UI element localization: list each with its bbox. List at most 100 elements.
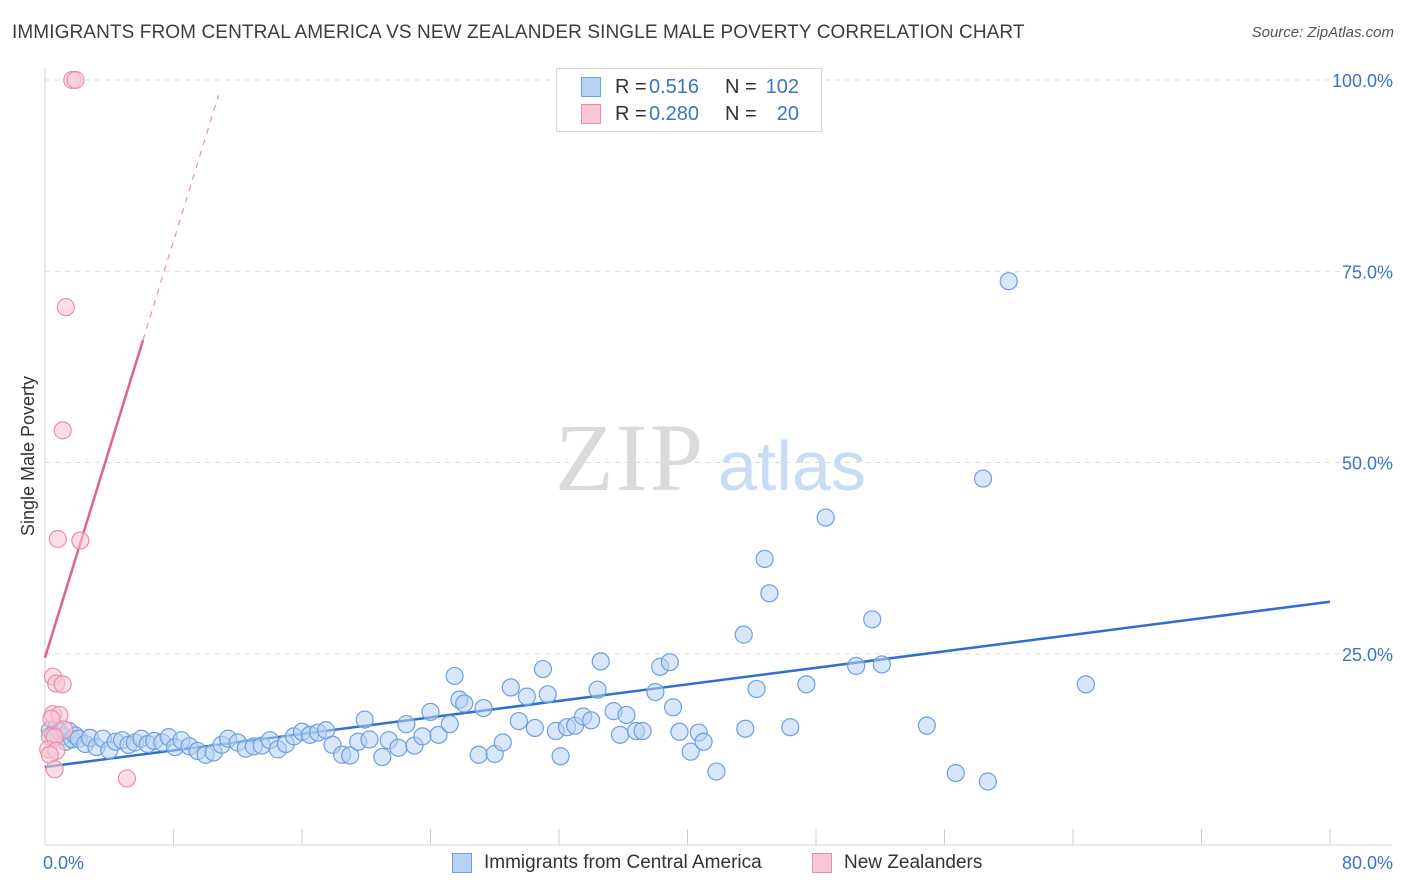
- legend-r-value: 0.280: [649, 102, 700, 125]
- y-tick-label: 50.0%: [1342, 454, 1393, 474]
- legend-n-label: N =: [725, 102, 757, 125]
- data-point-central-america: [389, 738, 408, 757]
- source-value[interactable]: ZipAtlas.com: [1307, 24, 1394, 41]
- trend-line-new-zealanders: [43, 339, 145, 658]
- legend-row-new-zealanders: R = 0.280 N = 20: [581, 102, 799, 126]
- watermark-atlas: atlas: [718, 427, 866, 505]
- data-point-new-zealanders: [45, 760, 64, 779]
- data-point-central-america: [707, 762, 726, 781]
- data-point-central-america: [872, 655, 891, 674]
- data-point-central-america: [469, 745, 488, 764]
- data-point-central-america: [455, 694, 474, 713]
- data-point-central-america: [538, 685, 557, 704]
- legend-row-central-america: R = 0.516 N = 102: [581, 75, 799, 99]
- legend-swatch-pink: [581, 104, 601, 124]
- data-points: [39, 70, 1095, 791]
- data-point-central-america: [588, 680, 607, 699]
- data-point-new-zealanders: [117, 769, 137, 788]
- data-point-new-zealanders: [56, 298, 75, 317]
- data-point-central-america: [973, 469, 993, 488]
- data-point-central-america: [797, 675, 816, 694]
- y-tick-label: 75.0%: [1342, 262, 1393, 282]
- gridlines: [45, 79, 1392, 655]
- data-point-central-america: [509, 711, 528, 731]
- data-point-central-america: [999, 272, 1018, 291]
- data-point-central-america: [816, 508, 835, 527]
- legend-swatch-blue: [581, 77, 601, 97]
- legend-r-label: R =: [615, 75, 647, 98]
- data-point-central-america: [591, 652, 610, 671]
- legend-r-value: 0.516: [649, 75, 700, 98]
- data-point-central-america: [847, 656, 866, 676]
- data-point-new-zealanders: [48, 529, 67, 549]
- data-point-central-america: [474, 698, 493, 718]
- data-point-central-america: [355, 710, 374, 729]
- legend-n-value: 20: [776, 102, 799, 125]
- legend-swatch-pink: [812, 853, 832, 873]
- legend-label: New Zealanders: [844, 852, 983, 873]
- data-point-central-america: [413, 727, 432, 746]
- data-point-new-zealanders: [53, 421, 72, 440]
- data-point-new-zealanders: [42, 709, 61, 728]
- data-point-central-america: [517, 687, 536, 706]
- data-point-central-america: [978, 772, 997, 791]
- x-tick-label: 0.0%: [43, 853, 84, 873]
- data-point-central-america: [670, 722, 689, 741]
- tick-labels: 100.0% 75.0% 50.0% 25.0% 0.0% 80.0%: [43, 71, 1393, 873]
- watermark-zip: ZIP: [555, 404, 705, 511]
- data-point-central-america: [917, 716, 936, 735]
- data-point-central-america: [440, 715, 459, 734]
- watermark: ZIP atlas: [555, 404, 866, 511]
- data-point-central-america: [493, 733, 512, 752]
- data-point-central-america: [863, 610, 882, 629]
- data-point-central-america: [760, 584, 779, 603]
- data-point-central-america: [946, 763, 965, 783]
- data-point-central-america: [681, 742, 700, 761]
- legend-n-label: N =: [725, 75, 757, 98]
- data-point-new-zealanders: [66, 70, 85, 90]
- data-point-central-america: [533, 659, 553, 679]
- x-tick-label: 80.0%: [1342, 853, 1393, 873]
- data-point-central-america: [501, 678, 520, 697]
- data-point-new-zealanders: [53, 675, 72, 694]
- data-point-central-america: [736, 719, 755, 738]
- data-point-central-america: [660, 653, 679, 672]
- data-point-central-america: [445, 666, 464, 686]
- data-point-new-zealanders: [71, 531, 90, 550]
- legend-n-value: 102: [765, 75, 799, 98]
- chart-title: IMMIGRANTS FROM CENTRAL AMERICA VS NEW Z…: [12, 22, 1025, 43]
- data-point-central-america: [341, 746, 360, 765]
- data-point-central-america: [694, 732, 713, 751]
- source-label: Source:: [1251, 24, 1304, 41]
- source-credit: Source: ZipAtlas.com: [1252, 24, 1394, 41]
- data-point-central-america: [551, 747, 570, 766]
- y-tick-label: 100.0%: [1332, 71, 1393, 91]
- legend-label: Immigrants from Central America: [484, 852, 762, 873]
- legend-item-central-america[interactable]: Immigrants from Central America: [452, 852, 762, 874]
- data-point-central-america: [429, 725, 448, 744]
- data-point-central-america: [610, 725, 630, 744]
- legend-r-label: R =: [615, 102, 647, 125]
- data-point-central-america: [397, 715, 416, 734]
- data-point-central-america: [373, 747, 392, 767]
- data-point-central-america: [525, 718, 545, 738]
- data-point-central-america: [755, 549, 774, 568]
- legend-item-new-zealanders[interactable]: New Zealanders: [812, 852, 982, 874]
- data-point-central-america: [663, 698, 683, 717]
- data-point-central-america: [421, 702, 440, 721]
- data-point-central-america: [360, 730, 379, 749]
- data-point-central-america: [633, 721, 652, 741]
- trend-line-new-zealanders-extension: [142, 95, 220, 341]
- y-axis-label: Single Male Poverty: [18, 376, 38, 536]
- data-point-central-america: [646, 682, 665, 702]
- data-point-central-america: [734, 625, 753, 644]
- legend-swatch-blue: [452, 853, 472, 873]
- data-point-central-america: [617, 705, 636, 725]
- y-tick-label: 25.0%: [1342, 645, 1393, 665]
- data-point-central-america: [1076, 675, 1095, 694]
- data-point-central-america: [781, 718, 800, 737]
- data-point-central-america: [747, 679, 766, 699]
- stats-legend: R = 0.516 N = 102 R = 0.280 N = 20: [556, 68, 822, 132]
- data-point-central-america: [582, 711, 601, 730]
